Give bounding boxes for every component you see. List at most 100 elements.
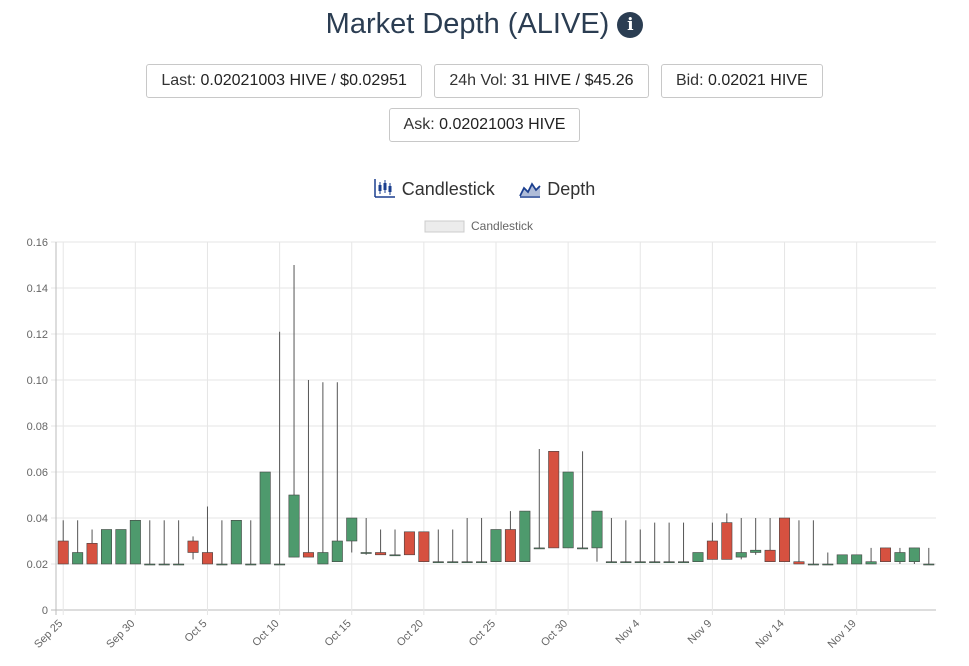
candle-body-up [735,552,747,558]
candle-body-up [173,563,185,566]
y-tick-label: 0.02 [27,559,48,571]
candle-body-down [779,517,791,563]
candle-body-up [447,561,459,564]
x-tick-label: Sep 30 [104,618,137,651]
x-axis: Sep 25 Sep 30 Oct 5 Oct 10 Oct 15 Oct 20 Oct 2… [32,618,859,651]
x-tick-label: Oct 30 [539,618,570,649]
candle-body-up [389,554,401,557]
candle-body-up [259,471,271,565]
candle-body-up [476,561,488,564]
info-circle-icon[interactable]: i [617,11,644,38]
candle-body-up [317,552,329,565]
candle-body-up [144,563,156,566]
candle-body-up [72,552,84,565]
y-axis: 0 0.02 0.04 0.06 0.08 0.10 0.12 0.14 0.16 [27,237,48,617]
candle-body-up [692,552,704,562]
candle-body-down [201,552,213,565]
stats-row: Last: 0.02021003 HIVE / $0.02951 24h Vol… [0,64,969,98]
last-price-label: Last: [161,72,197,89]
x-tick-label: Oct 10 [250,618,281,649]
y-tick-label: 0.06 [27,467,48,479]
candle-body-up [519,510,531,563]
candle-body-down [706,540,718,560]
candle-body-up [605,561,617,564]
candle-body-up [346,517,358,542]
page-title: Market Depth (ALIVE) [325,8,610,40]
candle-body-down [187,540,199,553]
candlestick-icon [373,179,395,198]
candle-body-down [793,561,805,565]
tab-depth[interactable]: Depth [519,178,595,200]
stats-row-2: Ask: 0.02021003 HIVE [0,108,969,142]
candle-body-up [115,529,127,565]
candle-body-up [591,510,603,549]
x-tick-label: Nov 14 [754,618,787,651]
candle-body-up [129,519,141,565]
candle-body-up [649,561,661,564]
x-tick-label: Oct 25 [467,618,498,649]
candle-body-up [230,519,242,565]
candle-body-up [100,529,112,565]
candle-body-up [288,494,300,558]
view-tabs: Candlestick Depth [0,178,969,200]
last-price-value: 0.02021003 HIVE / $0.02951 [200,72,407,89]
legend-swatch [424,220,465,233]
volume-box: 24h Vol: 31 HIVE / $45.26 [434,64,649,98]
volume-label: 24h Vol: [449,72,508,89]
bid-box: Bid: 0.02021 HIVE [660,64,823,98]
candle-body-up [678,561,690,564]
title-row: Market Depth (ALIVE) i [0,8,969,41]
candle-body-up [923,563,935,566]
last-price-box: Last: 0.02021003 HIVE / $0.02951 [146,64,422,98]
candle-body-up [750,549,762,553]
y-tick-label: 0.08 [27,421,48,433]
candle-body-up [331,540,343,563]
candle-body-up [663,561,675,564]
candle-body-up [620,561,632,564]
candle-body-up [490,529,502,563]
bid-label: Bid: [675,72,704,89]
candle-body-down [880,547,892,562]
candle-body-up [533,547,545,550]
candle-body-up [245,563,257,566]
candles [57,265,935,566]
candle-body-up [432,561,444,564]
y-tick-label: 0.14 [27,283,48,295]
chart-legend: Candlestick [424,219,534,233]
candle-body-down [721,522,733,560]
candle-body-up [865,561,877,565]
ask-box: Ask: 0.02021003 HIVE [388,108,581,142]
candle-body-down [375,552,387,556]
candle-body-up [807,563,819,566]
x-tick-label: Nov 9 [686,618,715,647]
ask-label: Ask: [403,116,435,133]
y-tick-label: 0.12 [27,329,48,341]
candle-body-up [577,547,589,550]
candle-body-down [548,451,560,549]
candle-body-up [908,547,920,562]
candle-body-up [562,471,574,549]
x-tick-label: Oct 15 [322,618,353,649]
candle-body-up [360,552,372,554]
y-tick-label: 0.16 [27,237,48,249]
candle-body-up [851,554,863,565]
candle-body-up [822,563,834,566]
candle-body-down [302,552,314,558]
x-tick-label: Oct 5 [183,618,210,645]
tab-candlestick-label: Candlestick [401,179,495,199]
depth-chart-icon [519,182,541,198]
tab-candlestick[interactable]: Candlestick [373,178,495,200]
candle-body-down [57,540,69,565]
candle-body-down [403,531,415,556]
x-tick-label: Nov 4 [614,618,643,647]
x-tick-label: Oct 20 [395,618,426,649]
y-tick-label: 0.04 [27,513,48,525]
candle-body-down [418,531,430,562]
y-tick-label: 0 [42,605,48,617]
candle-body-down [504,529,516,563]
candlestick-chart: Candlestick 0 0.02 0.04 0.06 0.08 0.10 0.12 0.1… [27,219,936,651]
ask-value: 0.02021003 HIVE [439,116,566,133]
bid-value: 0.02021 HIVE [707,72,808,89]
candle-body-down [764,549,776,563]
x-tick-label: Sep 25 [32,618,65,651]
